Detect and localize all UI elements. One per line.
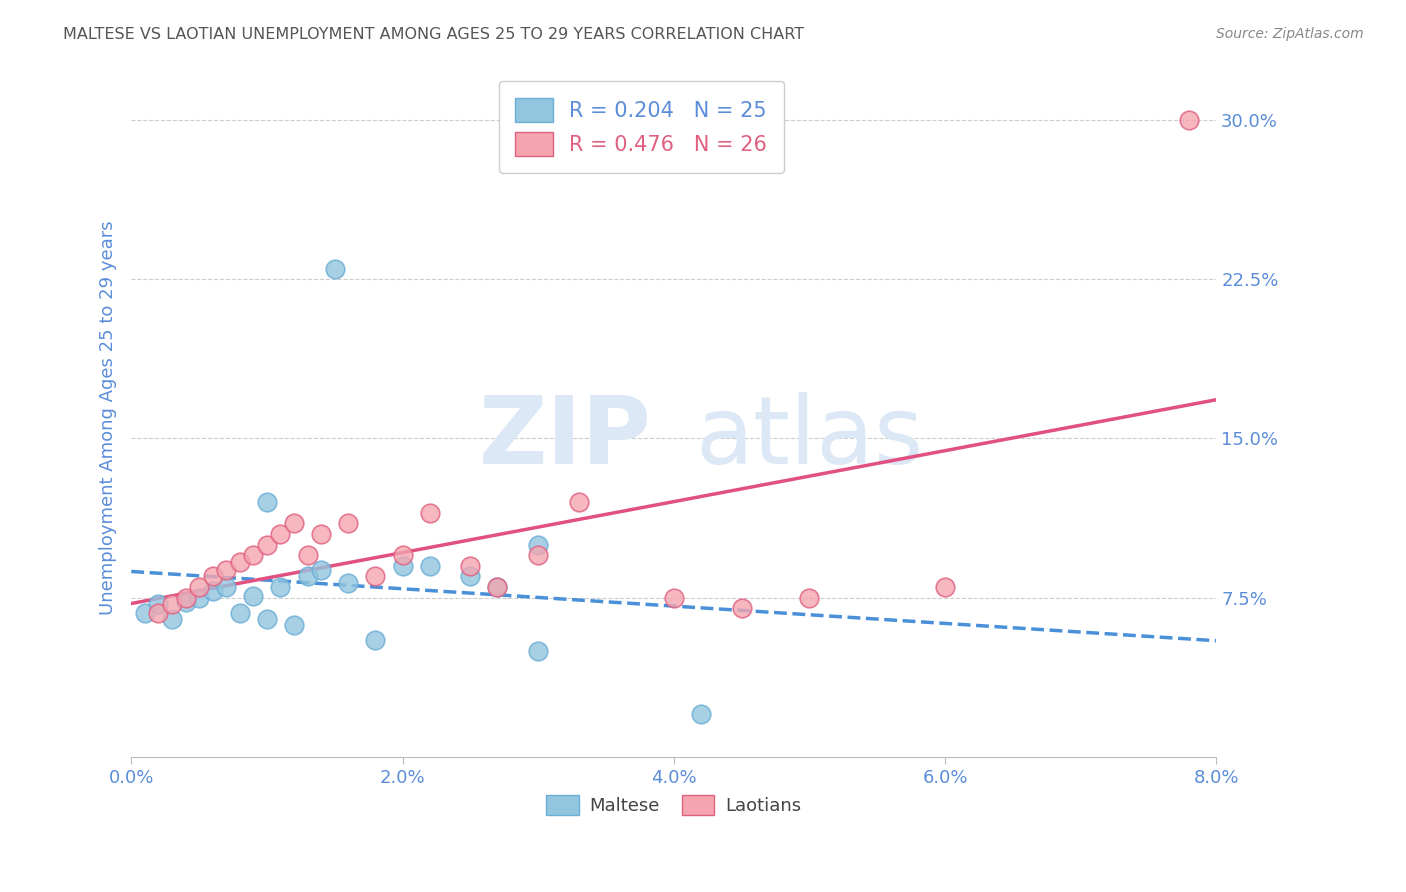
Point [148, 606, 170, 620]
Point [730, 601, 752, 615]
Text: ZIP: ZIP [479, 392, 652, 483]
Point [1178, 112, 1201, 127]
Text: atlas: atlas [696, 392, 924, 483]
Point [934, 580, 956, 594]
Point [662, 591, 685, 605]
Point [568, 495, 591, 509]
Point [201, 584, 224, 599]
Point [391, 548, 413, 562]
Point [297, 548, 319, 562]
Point [256, 538, 278, 552]
Point [337, 516, 360, 531]
Point [419, 506, 441, 520]
Point [160, 597, 183, 611]
Point [160, 612, 183, 626]
Point [364, 569, 387, 583]
Point [283, 516, 305, 531]
Point [527, 644, 550, 658]
Point [269, 527, 291, 541]
Point [229, 606, 252, 620]
Point [337, 575, 360, 590]
Point [134, 606, 156, 620]
Point [242, 548, 264, 562]
Text: Source: ZipAtlas.com: Source: ZipAtlas.com [1216, 27, 1364, 41]
Text: MALTESE VS LAOTIAN UNEMPLOYMENT AMONG AGES 25 TO 29 YEARS CORRELATION CHART: MALTESE VS LAOTIAN UNEMPLOYMENT AMONG AG… [63, 27, 804, 42]
Point [364, 633, 387, 648]
Point [242, 589, 264, 603]
Point [297, 569, 319, 583]
Point [174, 595, 197, 609]
Point [188, 580, 211, 594]
Point [527, 548, 550, 562]
Point [269, 580, 291, 594]
Point [256, 612, 278, 626]
Point [486, 580, 509, 594]
Y-axis label: Unemployment Among Ages 25 to 29 years: Unemployment Among Ages 25 to 29 years [100, 220, 117, 615]
Point [391, 558, 413, 573]
Point [215, 580, 238, 594]
Point [309, 527, 332, 541]
Point [799, 591, 821, 605]
Point [174, 591, 197, 605]
Point [527, 538, 550, 552]
Point [460, 569, 482, 583]
Point [486, 580, 509, 594]
Point [148, 597, 170, 611]
Point [690, 707, 713, 722]
Point [309, 563, 332, 577]
Point [460, 558, 482, 573]
Point [256, 495, 278, 509]
Point [283, 618, 305, 632]
Legend: Maltese, Laotians: Maltese, Laotians [538, 788, 808, 822]
Point [201, 569, 224, 583]
Point [229, 555, 252, 569]
Point [215, 563, 238, 577]
Point [188, 591, 211, 605]
Point [419, 558, 441, 573]
Point [323, 261, 346, 276]
